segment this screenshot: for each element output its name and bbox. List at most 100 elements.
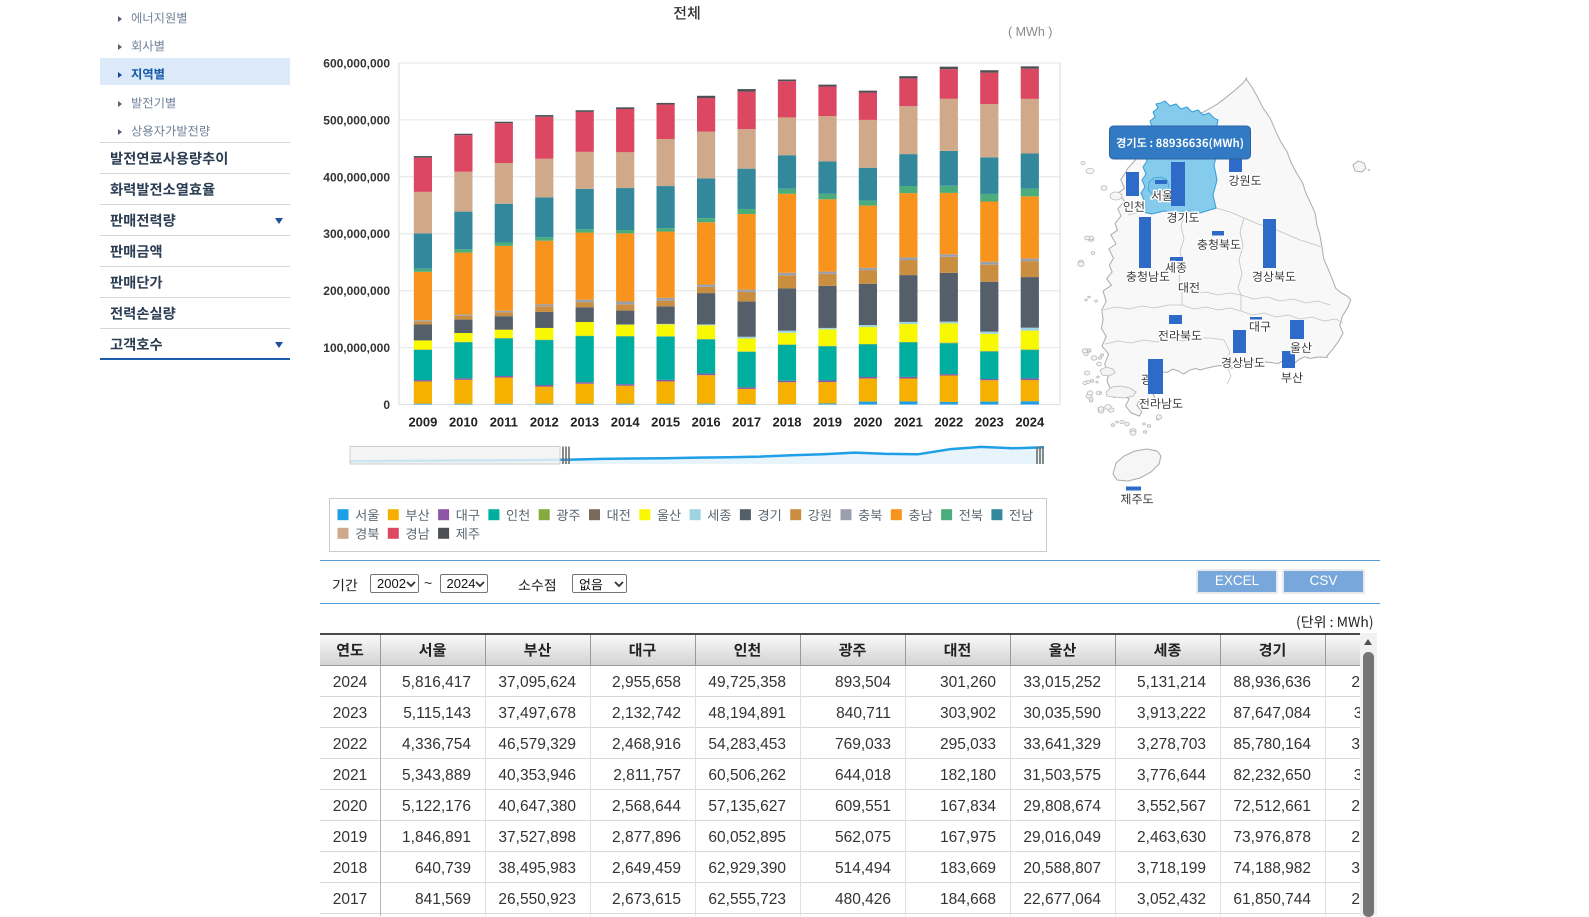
svg-text:4,336,754: 4,336,754 [402,736,471,753]
svg-text:2012: 2012 [530,415,559,430]
svg-text:893,504: 893,504 [835,674,891,691]
svg-text:2,568,644: 2,568,644 [612,798,681,815]
svg-text:46,579,329: 46,579,329 [498,736,576,753]
svg-text:2016: 2016 [692,415,721,430]
svg-text:72,512,661: 72,512,661 [1233,798,1311,815]
svg-text:30,035,590: 30,035,590 [1023,705,1101,722]
svg-text:31,222,333: 31,222,333 [1351,736,1360,753]
svg-text:3,718,199: 3,718,199 [1137,860,1206,877]
svg-text:2018: 2018 [773,415,802,430]
svg-text:303,902: 303,902 [940,705,996,722]
svg-text:48,194,891: 48,194,891 [708,705,786,722]
svg-text:2017: 2017 [333,891,367,908]
svg-text:400,000,000: 400,000,000 [323,170,390,184]
svg-text:31,503,575: 31,503,575 [1023,767,1101,784]
svg-text:769,033: 769,033 [835,736,891,753]
svg-text:3,776,644: 3,776,644 [1137,767,1206,784]
svg-text:2,811,757: 2,811,757 [613,767,681,784]
svg-text:500,000,000: 500,000,000 [323,113,390,127]
svg-text:2021: 2021 [333,767,367,784]
svg-text:644,018: 644,018 [835,767,891,784]
svg-text:3,278,703: 3,278,703 [1137,736,1206,753]
svg-text:295,033: 295,033 [940,736,996,753]
svg-text:37,497,678: 37,497,678 [498,705,576,722]
svg-text:2020: 2020 [333,798,368,815]
svg-text:2014: 2014 [611,415,641,430]
svg-text:200,000,000: 200,000,000 [323,284,390,298]
svg-text:2,955,658: 2,955,658 [612,674,681,691]
svg-text:2024: 2024 [1015,415,1045,430]
svg-text:60,052,895: 60,052,895 [708,829,786,846]
svg-text:2,673,615: 2,673,615 [612,891,681,908]
svg-text:37,527,898: 37,527,898 [498,829,576,846]
svg-text:88,936,636: 88,936,636 [1233,674,1311,691]
svg-text:840,711: 840,711 [836,705,891,722]
svg-text:3,552,567: 3,552,567 [1137,798,1206,815]
svg-text:33,641,329: 33,641,329 [1023,736,1101,753]
svg-text:301,260: 301,260 [940,674,996,691]
svg-text:85,780,164: 85,780,164 [1233,736,1311,753]
svg-text:5,343,889: 5,343,889 [402,767,471,784]
svg-text:30,111,222: 30,111,222 [1354,705,1360,722]
svg-text:29,808,674: 29,808,674 [1023,798,1101,815]
svg-text:514,494: 514,494 [835,860,891,877]
svg-text:184,668: 184,668 [940,891,996,908]
svg-text:600,000,000: 600,000,000 [323,57,390,71]
svg-text:25,888,999: 25,888,999 [1351,829,1360,846]
svg-text:29,016,049: 29,016,049 [1023,829,1101,846]
svg-text:480,426: 480,426 [835,891,891,908]
svg-text:82,232,650: 82,232,650 [1233,767,1311,784]
svg-text:562,075: 562,075 [835,829,891,846]
svg-text:2022: 2022 [934,415,963,430]
svg-text:26,550,923: 26,550,923 [498,891,576,908]
svg-text:5,122,176: 5,122,176 [402,798,471,815]
svg-text:54,283,453: 54,283,453 [708,736,786,753]
svg-text:2011: 2011 [490,415,518,430]
svg-text:20,588,807: 20,588,807 [1023,860,1101,877]
svg-text:2023: 2023 [975,415,1004,430]
svg-text:2015: 2015 [651,415,680,430]
svg-text:0: 0 [383,398,390,412]
svg-text:2,132,742: 2,132,742 [612,705,681,722]
svg-text:40,353,946: 40,353,946 [498,767,576,784]
svg-text:2019: 2019 [333,829,367,846]
svg-text:2021: 2021 [894,415,923,430]
svg-text:2,468,916: 2,468,916 [612,736,681,753]
svg-text:2013: 2013 [570,415,599,430]
svg-text:87,647,084: 87,647,084 [1233,705,1311,722]
svg-text:609,551: 609,551 [835,798,891,815]
svg-text:74,188,982: 74,188,982 [1233,860,1311,877]
svg-text:2,463,630: 2,463,630 [1137,829,1206,846]
svg-text:2022: 2022 [333,736,367,753]
svg-text:2009: 2009 [408,415,437,430]
svg-text:841,569: 841,569 [415,891,471,908]
svg-text:182,180: 182,180 [940,767,996,784]
svg-text:5,816,417: 5,816,417 [402,674,471,691]
svg-text:57,135,627: 57,135,627 [708,798,786,815]
svg-text:26,777,888: 26,777,888 [1351,798,1360,815]
svg-text:22,677,064: 22,677,064 [1023,891,1101,908]
svg-text:167,834: 167,834 [940,798,996,815]
svg-text:30,555,111: 30,555,111 [1354,767,1360,784]
svg-text:40,647,380: 40,647,380 [498,798,576,815]
svg-text:1,846,891: 1,846,891 [402,829,471,846]
svg-text:5,131,214: 5,131,214 [1137,674,1206,691]
svg-text:2018: 2018 [333,860,367,877]
svg-text:2,649,459: 2,649,459 [612,860,681,877]
svg-text:2023: 2023 [333,705,367,722]
svg-text:2019: 2019 [813,415,842,430]
svg-text:73,976,878: 73,976,878 [1233,829,1311,846]
svg-text:33,015,252: 33,015,252 [1023,674,1101,691]
svg-text:60,506,262: 60,506,262 [708,767,786,784]
svg-text:3,052,432: 3,052,432 [1137,891,1206,908]
svg-text:( MWh ): ( MWh ) [1008,25,1052,39]
svg-text:2010: 2010 [449,415,478,430]
svg-text:100,000,000: 100,000,000 [323,341,390,355]
svg-text:62,929,390: 62,929,390 [708,860,786,877]
svg-text:183,669: 183,669 [940,860,996,877]
svg-text:62,555,723: 62,555,723 [708,891,786,908]
svg-text:37,095,624: 37,095,624 [498,674,576,691]
svg-text:300,000,000: 300,000,000 [323,227,390,241]
svg-text:2020: 2020 [853,415,882,430]
svg-text:31,444,555: 31,444,555 [1351,860,1360,877]
